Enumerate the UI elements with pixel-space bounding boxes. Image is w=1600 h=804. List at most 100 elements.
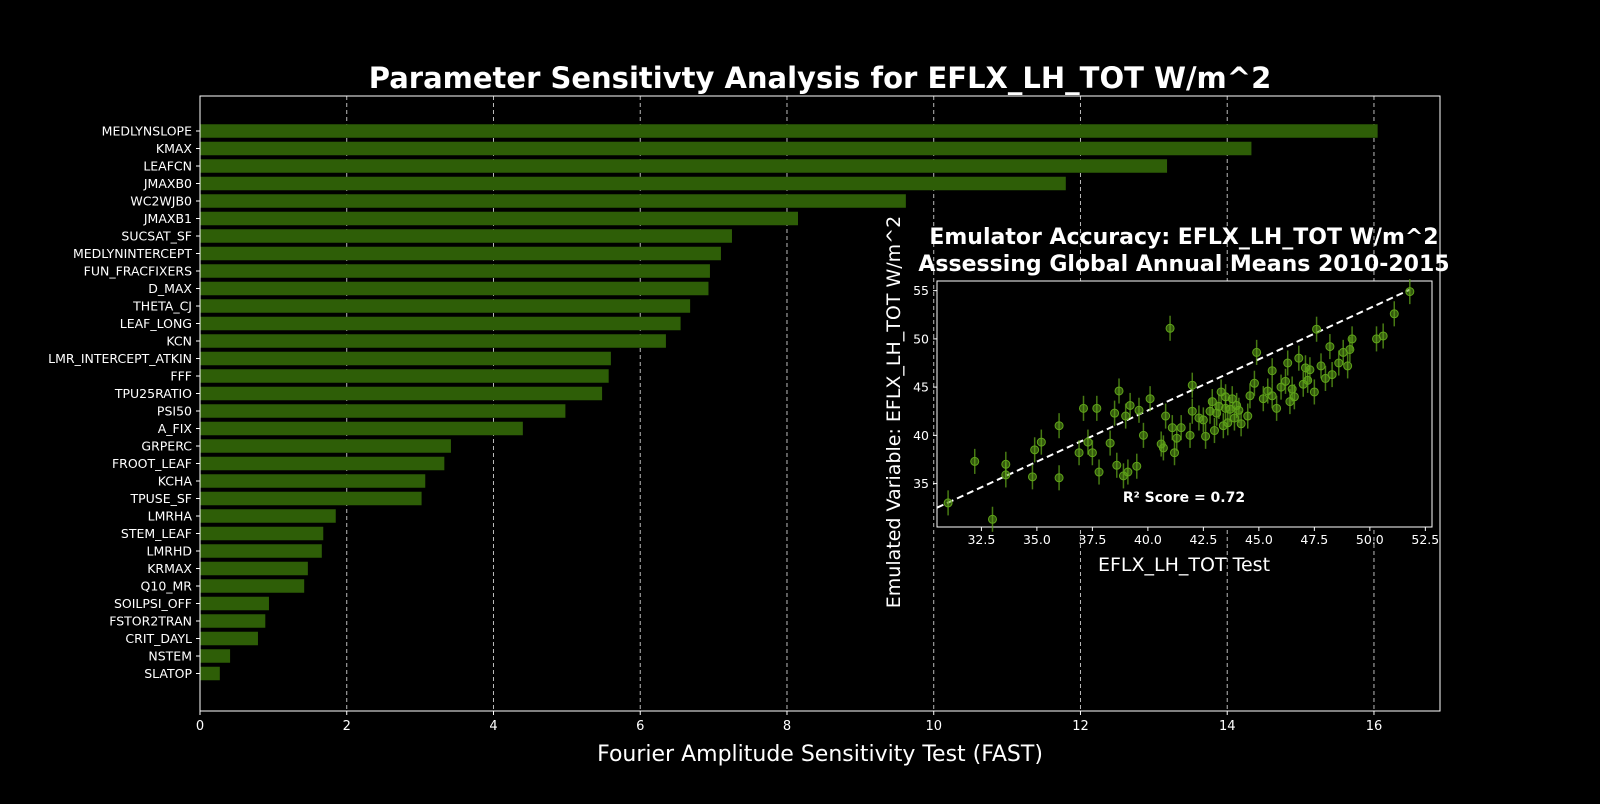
inset-scatter-point: [1172, 433, 1182, 443]
bar-leafcn: [200, 159, 1168, 173]
inset-scatter-point: [1176, 423, 1186, 433]
inset-scatter-point: [1378, 331, 1388, 341]
inset-scatter-point: [943, 498, 953, 508]
bar-q10-mr: [200, 579, 305, 593]
inset-scatter-point: [1121, 411, 1131, 421]
inset-chart-title: Emulator Accuracy: EFLX_LH_TOT W/m^2: [929, 225, 1438, 250]
bar-nstem: [200, 649, 231, 663]
main-plot-frame: [199, 95, 1441, 712]
inset-chart-subtitle: Assessing Global Annual Means 2010-2015: [918, 252, 1449, 277]
main-y-tick-label: JMAXB0: [143, 176, 192, 191]
bar-medlynintercept: [200, 246, 721, 261]
inset-scatter-point: [1087, 448, 1097, 458]
main-x-tick-label: 6: [636, 719, 644, 734]
bar-lmrhd: [200, 544, 322, 558]
bar-sucsat-sf: [200, 229, 732, 243]
main-y-tick-label: D_MAX: [148, 281, 192, 296]
main-y-tick-label: PSI50: [157, 404, 192, 419]
bar-d-max: [200, 281, 709, 296]
inset-scatter-point: [1158, 443, 1168, 453]
inset-scatter-point: [1054, 421, 1064, 431]
inset-scatter-point: [987, 514, 997, 524]
inset-scatter-point: [1389, 309, 1399, 319]
inset-x-tick-label: 40.0: [1134, 532, 1162, 547]
main-y-tick-label: THETA_CJ: [132, 299, 192, 314]
main-x-tick-label: 10: [925, 719, 942, 734]
inset-scatter-point: [1187, 380, 1197, 390]
inset-scatter-point: [1320, 373, 1330, 383]
main-x-tick-label: 14: [1219, 719, 1236, 734]
inset-scatter-point: [1325, 342, 1335, 352]
inset-scatter-point: [1245, 391, 1255, 401]
r2-score-annotation: R² Score = 0.72: [1123, 490, 1245, 506]
inset-scatter-point: [1185, 430, 1195, 440]
inset-scatter-point: [1079, 403, 1089, 413]
main-y-tick-label: KMAX: [156, 141, 193, 156]
inset-x-tick-label: 50.0: [1356, 532, 1384, 547]
inset-x-tick-label: 42.5: [1189, 532, 1217, 547]
main-y-tick-label: LMRHA: [148, 509, 193, 524]
inset-scatter-point: [1132, 461, 1142, 471]
inset-scatter-point: [1001, 459, 1011, 469]
bar-soilpsi-off: [200, 596, 269, 611]
bar-slatop: [200, 666, 220, 681]
inset-scatter-point: [1405, 287, 1415, 297]
main-y-tick-label: KRMAX: [147, 561, 192, 576]
inset-scatter-point: [1312, 324, 1322, 334]
main-x-tick-label: 2: [343, 719, 351, 734]
bar-tpu25ratio: [200, 386, 603, 401]
inset-x-tick-label: 52.5: [1411, 532, 1439, 547]
inset-scatter-point: [1343, 361, 1353, 371]
inset-scatter-point: [1289, 392, 1299, 402]
main-chart-title: Parameter Sensitivty Analysis for EFLX_L…: [369, 61, 1272, 95]
main-y-tick-label: KCN: [166, 334, 192, 349]
inset-scatter-point: [1125, 400, 1135, 410]
inset-scatter-point: [1030, 445, 1040, 455]
inset-scatter-point: [1283, 358, 1293, 368]
inset-scatter-point: [1280, 376, 1290, 386]
main-y-tick-label: SUCSAT_SF: [121, 229, 192, 244]
main-y-tick-label: FSTOR2TRAN: [109, 614, 192, 629]
inset-scatter-point: [1112, 460, 1122, 470]
main-y-tick-label: SOILPSI_OFF: [114, 596, 192, 611]
main-y-tick-label: TPU25RATIO: [114, 386, 192, 401]
bar-stem-leaf: [200, 526, 324, 541]
bar-kcn: [200, 334, 666, 348]
main-x-tick-label: 4: [489, 719, 497, 734]
inset-scatter-point: [1145, 394, 1155, 404]
bar-a-fix: [200, 421, 523, 436]
bar-medlynslope: [200, 124, 1378, 138]
main-y-tick-label: STEM_LEAF: [121, 526, 192, 541]
main-y-tick-label: SLATOP: [144, 666, 192, 681]
inset-scatter-point: [1252, 347, 1262, 357]
main-y-tick-label: FROOT_LEAF: [112, 456, 192, 471]
bar-lmr-intercept-atkin: [200, 351, 611, 366]
inset-scatter-point: [1105, 438, 1115, 448]
inset-scatter-point: [1074, 448, 1084, 458]
inset-x-tick-label: 47.5: [1300, 532, 1328, 547]
inset-scatter-point: [1198, 415, 1208, 425]
inset-y-tick-label: 35: [913, 476, 929, 491]
bar-jmaxb0: [200, 176, 1066, 191]
bar-theta-cj: [200, 299, 691, 313]
inset-scatter-point: [1243, 411, 1253, 421]
inset-y-axis-label: Emulated Variable: EFLX_LH_TOT W/m^2: [883, 216, 905, 608]
inset-scatter-point: [1054, 473, 1064, 483]
bar-kmax: [200, 141, 1252, 156]
inset-scatter-point: [1110, 408, 1120, 418]
bar-lmrha: [200, 509, 336, 523]
inset-scatter-point: [1294, 353, 1304, 363]
inset-y-tick-label: 45: [913, 380, 929, 395]
main-y-tick-label: CRIT_DAYL: [125, 631, 192, 646]
main-y-tick-label: FFF: [170, 369, 192, 384]
bar-froot-leaf: [200, 456, 445, 471]
bar-fff: [200, 369, 609, 383]
main-x-tick-label: 12: [1072, 719, 1089, 734]
inset-reference-line: [936, 288, 1411, 509]
bar-psi50: [200, 404, 566, 418]
inset-y-tick-label: 55: [913, 283, 929, 298]
main-y-tick-label: NSTEM: [148, 649, 192, 664]
bar-wc2wjb0: [200, 194, 906, 208]
inset-scatter-point: [1123, 467, 1133, 477]
